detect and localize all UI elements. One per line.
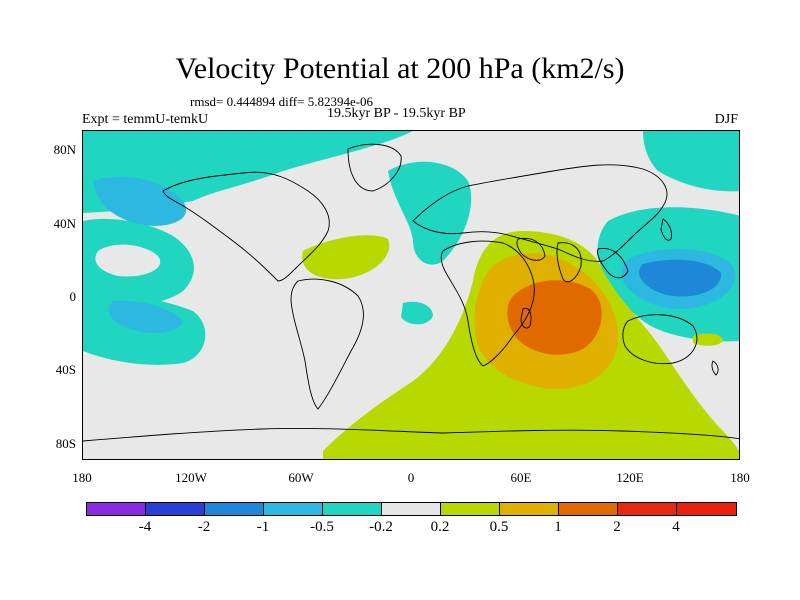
dark-orange-core-indian-ocean <box>507 280 602 355</box>
lon-tick-180-right: 180 <box>730 470 750 485</box>
colorbar-label: -4 <box>138 519 152 535</box>
colorbar-swatch <box>264 503 323 515</box>
lat-tick-80n: 80N <box>53 142 76 157</box>
lat-tick-40s: 40S <box>55 362 76 377</box>
colorbar-swatch <box>205 503 264 515</box>
colorbar-swatch <box>441 503 500 515</box>
colorbar-label: 4 <box>672 519 680 535</box>
colorbar-swatch <box>382 503 441 515</box>
green-region-atlantic <box>302 235 390 280</box>
colorbar-swatch <box>323 503 382 515</box>
blue-region-west-pacific-inner <box>639 259 722 297</box>
rmsd-line: rmsd= 0.444894 diff= 5.82394e-06 <box>190 94 374 109</box>
lon-tick-120w: 120W <box>175 470 207 485</box>
lon-tick-180-left: 180 <box>72 470 92 485</box>
chart-title: Velocity Potential at 200 hPa (km2/s) <box>175 52 625 85</box>
lat-tick-0: 0 <box>69 289 77 304</box>
lon-tick-60e: 60E <box>510 470 532 485</box>
colorbar-swatch <box>146 503 205 515</box>
colorbar-label: 0.2 <box>430 519 450 535</box>
colorbar-label: -2 <box>197 519 211 535</box>
experiment-label: Expt = temmU-temkU <box>82 112 209 127</box>
colorbar-label: 2 <box>613 519 621 535</box>
green-patch-east-australia <box>693 333 723 346</box>
colorbar-label: 1 <box>554 519 562 535</box>
period-label: 19.5kyr BP - 19.5kyr BP <box>327 106 466 121</box>
map-panel <box>82 130 740 460</box>
teal-region-north-atlantic <box>388 161 472 265</box>
colorbar-swatch <box>500 503 559 515</box>
coastlines <box>83 143 739 442</box>
lon-tick-0: 0 <box>407 470 415 485</box>
teal-region-arctic <box>643 131 739 192</box>
lon-tick-120e: 120E <box>616 470 644 485</box>
teal-patch-south-atlantic <box>401 301 433 325</box>
colorbar-swatch <box>618 503 677 515</box>
map-svg <box>83 131 739 459</box>
colorbar-label: -0.2 <box>369 519 393 535</box>
colorbar-label: -0.5 <box>310 519 334 535</box>
colorbar-swatch <box>677 503 736 515</box>
season-label: DJF <box>714 112 738 127</box>
colorbar-swatch <box>559 503 618 515</box>
neutral-patch-pacific <box>95 244 161 277</box>
lat-tick-80s: 80S <box>55 436 76 451</box>
colorbar-swatch <box>87 503 146 515</box>
colorbar-label: 0.5 <box>489 519 509 535</box>
lon-tick-60w: 60W <box>288 470 314 485</box>
colorbar <box>86 502 737 516</box>
colorbar-label: -1 <box>256 519 270 535</box>
lat-tick-40n: 40N <box>53 216 76 231</box>
blue-region-north-pacific <box>93 176 187 226</box>
blue-region-south-pacific <box>108 300 183 333</box>
